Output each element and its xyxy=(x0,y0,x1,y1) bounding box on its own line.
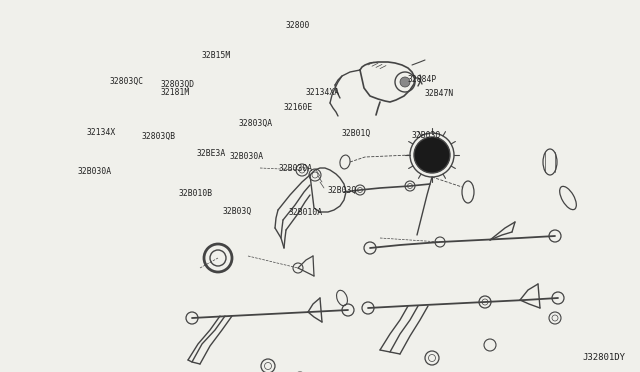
Text: 32134XA: 32134XA xyxy=(305,88,340,97)
Text: 32B15M: 32B15M xyxy=(202,51,231,60)
Text: 32B03Q: 32B03Q xyxy=(412,131,441,140)
Text: 32B030A: 32B030A xyxy=(278,164,313,173)
Text: 32181M: 32181M xyxy=(160,88,189,97)
Circle shape xyxy=(400,77,410,87)
Text: 32803QA: 32803QA xyxy=(239,119,273,128)
Text: 32B010B: 32B010B xyxy=(178,189,212,198)
Text: 32B03Q: 32B03Q xyxy=(328,186,357,195)
Text: 32884P: 32884P xyxy=(408,76,437,84)
Text: 32800: 32800 xyxy=(285,21,310,30)
Text: 32B010A: 32B010A xyxy=(289,208,323,217)
Text: 32803QB: 32803QB xyxy=(141,132,176,141)
Text: 32160E: 32160E xyxy=(284,103,313,112)
Circle shape xyxy=(414,137,450,173)
Text: 32803QD: 32803QD xyxy=(161,80,195,89)
Text: 32B47N: 32B47N xyxy=(424,89,454,98)
Text: 32B030A: 32B030A xyxy=(229,152,264,161)
Text: 32803QC: 32803QC xyxy=(109,77,144,86)
Text: 32B03Q: 32B03Q xyxy=(222,207,252,216)
Text: 32BE3A: 32BE3A xyxy=(196,149,226,158)
Text: 32134X: 32134X xyxy=(86,128,116,137)
Text: 32B01Q: 32B01Q xyxy=(341,129,371,138)
Text: J32801DY: J32801DY xyxy=(582,353,625,362)
Text: 32B030A: 32B030A xyxy=(77,167,112,176)
